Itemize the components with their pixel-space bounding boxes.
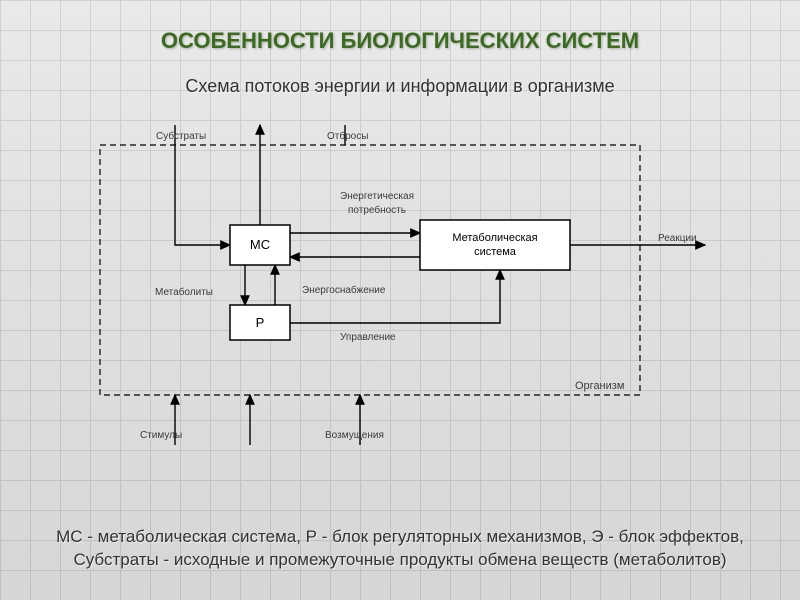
label-0: Субстраты (156, 130, 206, 142)
flow-diagram: Организм МС Метаболическая система Р Субстрат… (80, 115, 720, 445)
label-6: Управление (340, 332, 396, 343)
page-title: ОСОБЕННОСТИ БИОЛОГИЧЕСКИХ СИСТЕМ (0, 0, 800, 54)
label-1: Отбросы (327, 130, 368, 142)
label-2: Энергетическая (340, 191, 414, 202)
label-5: Метаболиты (155, 286, 213, 298)
node-sys (420, 220, 570, 270)
label-8: Стимулы (140, 430, 182, 441)
label-9: Возмущения (325, 430, 384, 441)
node-label-sys-2: система (474, 246, 517, 258)
edge-0 (175, 125, 230, 245)
label-3: потребность (348, 204, 406, 216)
organism-label: Организм (575, 380, 624, 392)
node-label-p: Р (256, 315, 265, 330)
diagram-legend: МС - метаболическая система, Р - блок ре… (50, 526, 750, 572)
diagram-svg: Организм МС Метаболическая система Р Субстрат… (80, 115, 720, 445)
label-7: Реакции (658, 233, 697, 244)
node-label-sys-1: Метаболическая (452, 232, 537, 244)
edge-7 (290, 270, 500, 323)
label-4: Энергоснабжение (302, 284, 386, 296)
page-subtitle: Схема потоков энергии и информации в орг… (0, 76, 800, 97)
node-label-mc: МС (250, 237, 270, 252)
